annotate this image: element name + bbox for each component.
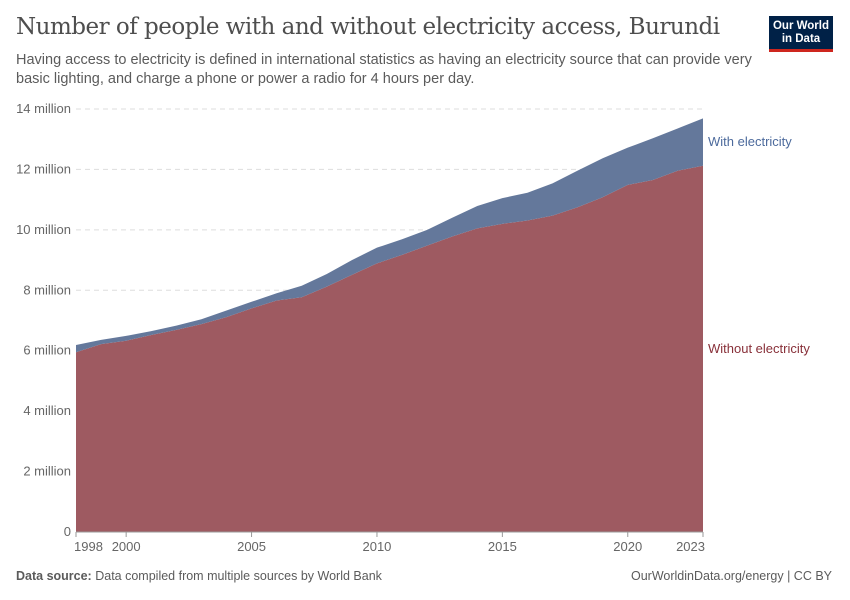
y-tick-label: 2 million	[23, 464, 71, 479]
y-tick-label: 6 million	[23, 343, 71, 358]
source-label: Data source:	[16, 569, 92, 583]
x-tick-label: 2020	[613, 539, 642, 554]
y-tick-label: 14 million	[16, 101, 71, 116]
y-tick-label: 0	[64, 524, 71, 539]
chart-subtitle: Having access to electricity is defined …	[16, 52, 752, 87]
series-label: Without electricity	[708, 341, 810, 356]
y-tick-label: 8 million	[23, 282, 71, 297]
owid-logo[interactable]: Our World in Data	[769, 16, 833, 52]
source-text: Data compiled from multiple sources by W…	[95, 569, 382, 583]
area-without-electricity	[76, 165, 703, 532]
x-tick-label: 2023	[676, 539, 705, 554]
x-tick-label: 2000	[112, 539, 141, 554]
license-link[interactable]: OurWorldinData.org/energy | CC BY	[630, 569, 832, 583]
x-tick-label: 2005	[237, 539, 266, 554]
x-tick-label: 1998	[74, 539, 103, 554]
x-tick-label: 2010	[362, 539, 391, 554]
y-tick-label: 10 million	[16, 222, 71, 237]
y-tick-label: 4 million	[23, 403, 71, 418]
data-source: Data source: Data compiled from multiple…	[16, 569, 382, 583]
chart-title: Number of people with and without electr…	[16, 14, 720, 40]
series-label: With electricity	[708, 134, 792, 149]
y-tick-label: 12 million	[16, 161, 71, 176]
x-tick-label: 2015	[488, 539, 517, 554]
